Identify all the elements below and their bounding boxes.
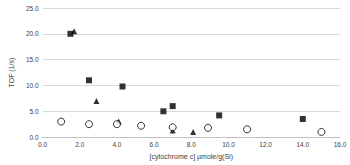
svg-text:8.0: 8.0: [187, 141, 196, 148]
svg-text:5.0: 5.0: [30, 108, 39, 115]
svg-text:4.0: 4.0: [112, 141, 121, 148]
svg-text:0.0: 0.0: [30, 134, 39, 141]
svg-text:2.0: 2.0: [75, 141, 84, 148]
svg-text:14.0: 14.0: [296, 141, 309, 148]
svg-text:15.0: 15.0: [26, 56, 39, 63]
svg-text:0.0: 0.0: [38, 141, 47, 148]
svg-text:10.0: 10.0: [222, 141, 235, 148]
svg-text:25.0: 25.0: [26, 5, 39, 12]
svg-text:10.0: 10.0: [26, 82, 39, 89]
svg-text:16.0: 16.0: [334, 141, 347, 148]
svg-text:12.0: 12.0: [259, 141, 272, 148]
svg-text:6.0: 6.0: [150, 141, 159, 148]
svg-text:TOF (1/s): TOF (1/s): [8, 58, 16, 88]
svg-text:[cytochrome c] µmole/g(Si): [cytochrome c] µmole/g(Si): [150, 153, 233, 161]
svg-text:20.0: 20.0: [26, 30, 39, 37]
